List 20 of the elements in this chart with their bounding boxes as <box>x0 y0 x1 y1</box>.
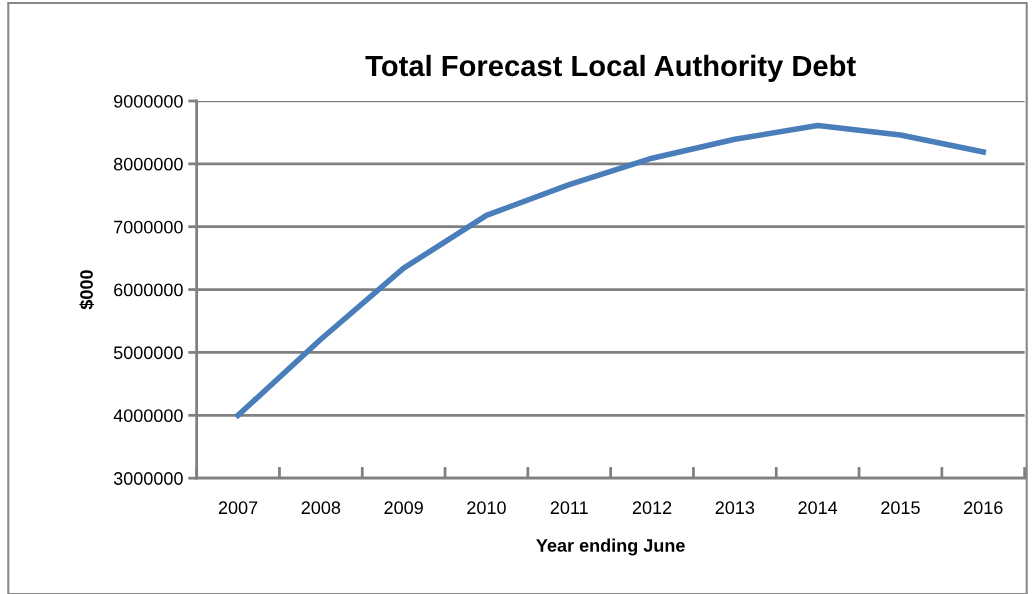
x-tick-label: 2007 <box>218 501 258 515</box>
y-tick-label: 6000000 <box>114 283 183 297</box>
x-tick-label: 2011 <box>550 501 588 515</box>
x-tick-label: 2014 <box>798 501 838 515</box>
x-tick-label: 2010 <box>467 501 506 515</box>
x-tick-label: 2012 <box>632 501 672 515</box>
x-tick-label: 2016 <box>964 501 1003 515</box>
y-tick-label: 8000000 <box>113 157 183 171</box>
x-tick-label: 2009 <box>384 501 423 515</box>
chart-title: Total Forecast Local Authority Debt <box>365 54 856 83</box>
y-tick-label: 7000000 <box>114 220 183 234</box>
y-tick-label: 4000000 <box>113 409 183 423</box>
x-axis-title: Year ending June <box>536 538 685 556</box>
x-tick-label: 2015 <box>881 501 920 515</box>
x-tick-label: 2013 <box>715 501 755 515</box>
y-axis-title: $000 <box>79 270 95 310</box>
y-tick-label: 9000000 <box>114 94 183 108</box>
x-tick-label: 2008 <box>301 501 341 515</box>
y-tick-label: 3000000 <box>113 472 183 485</box>
y-tick-label: 5000000 <box>113 346 183 360</box>
